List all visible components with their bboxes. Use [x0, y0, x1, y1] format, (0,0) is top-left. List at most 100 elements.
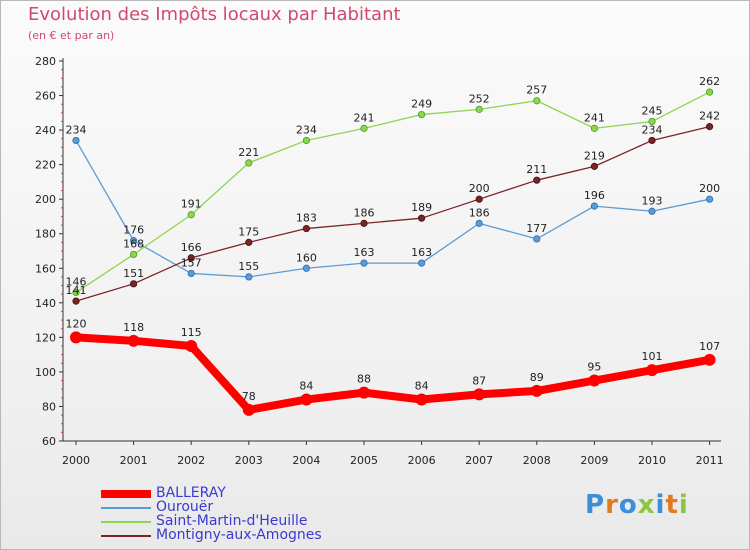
y-tick-label: 260: [35, 90, 56, 103]
data-point-montigny-aux-amognes: [72, 297, 80, 305]
data-point-montigny-aux-amognes: [475, 195, 483, 203]
data-label-saint-martin-d-heuille: 168: [123, 237, 144, 250]
logo-letter: t: [665, 490, 679, 520]
data-point-saint-martin-d-heuille: [590, 124, 599, 132]
data-label-ourou-r: 177: [526, 222, 547, 235]
logo-letter: o: [618, 490, 638, 520]
data-point-balleray: [127, 334, 140, 347]
data-label-ourou-r: 234: [66, 123, 87, 136]
proxiti-logo: Proxiti: [585, 490, 689, 520]
y-tick-label: 180: [35, 228, 56, 241]
data-label-ourou-r: 155: [238, 260, 259, 273]
data-point-ourou-r: [648, 207, 656, 215]
legend-label: Montigny-aux-Amognes: [156, 527, 322, 543]
y-tick-label: 80: [42, 400, 56, 413]
data-label-ourou-r: 186: [469, 206, 490, 219]
legend-swatch: [101, 521, 151, 523]
data-label-montigny-aux-amognes: 186: [354, 206, 375, 219]
data-label-balleray: 101: [642, 350, 663, 363]
data-point-balleray: [300, 393, 313, 406]
data-point-saint-martin-d-heuille: [475, 105, 483, 113]
data-label-montigny-aux-amognes: 234: [642, 123, 663, 136]
chart-title: Evolution des Impôts locaux par Habitant: [28, 4, 401, 25]
data-label-montigny-aux-amognes: 200: [469, 182, 490, 195]
data-label-ourou-r: 176: [123, 224, 144, 237]
series-layer: [70, 88, 716, 416]
data-point-ourou-r: [533, 235, 541, 243]
data-label-saint-martin-d-heuille: 191: [181, 198, 202, 211]
data-label-balleray: 87: [472, 374, 486, 387]
y-tick-label: 160: [35, 262, 56, 275]
x-tick-label: 2003: [235, 454, 263, 467]
y-tick-label: 60: [42, 435, 56, 448]
x-tick-label: 2011: [696, 454, 724, 467]
y-tick-label: 240: [35, 124, 56, 137]
data-label-balleray: 95: [587, 361, 601, 374]
data-point-montigny-aux-amognes: [533, 176, 541, 184]
x-tick-label: 2009: [580, 454, 608, 467]
series-line-balleray: [72, 333, 714, 414]
data-point-saint-martin-d-heuille: [705, 88, 714, 96]
data-label-saint-martin-d-heuille: 257: [526, 84, 547, 97]
y-tick-label: 200: [35, 193, 56, 206]
y-tick-label: 220: [35, 159, 56, 172]
legend-label: Ourouër: [156, 499, 214, 515]
x-tick-label: 2001: [120, 454, 148, 467]
data-label-saint-martin-d-heuille: 234: [296, 123, 317, 136]
data-label-balleray: 78: [242, 390, 256, 403]
data-label-balleray: 88: [357, 373, 371, 386]
data-point-balleray: [358, 386, 370, 399]
data-point-montigny-aux-amognes: [648, 136, 656, 145]
data-point-saint-martin-d-heuille: [245, 159, 253, 167]
data-point-ourou-r: [360, 259, 368, 267]
logo-letter: x: [637, 490, 656, 520]
data-label-montigny-aux-amognes: 151: [123, 267, 144, 280]
data-label-saint-martin-d-heuille: 146: [66, 275, 87, 288]
data-label-balleray: 118: [123, 321, 144, 334]
x-tick-label: 2005: [350, 454, 378, 467]
data-label-balleray: 84: [415, 380, 429, 393]
logo-letter: i: [678, 490, 689, 520]
data-point-saint-martin-d-heuille: [130, 250, 138, 259]
data-label-montigny-aux-amognes: 219: [584, 149, 605, 162]
x-tick-label: 2008: [523, 454, 551, 467]
y-tick-label: 280: [35, 55, 56, 68]
data-point-saint-martin-d-heuille: [648, 117, 656, 126]
y-tick-label: 100: [35, 366, 56, 379]
legend-swatch: [101, 490, 151, 498]
data-point-ourou-r: [705, 195, 714, 203]
data-point-montigny-aux-amognes: [130, 280, 138, 288]
data-label-ourou-r: 163: [354, 246, 375, 259]
data-point-montigny-aux-amognes: [705, 123, 714, 131]
data-point-montigny-aux-amognes: [187, 254, 195, 262]
legend-label: Saint-Martin-d'Heuille: [156, 513, 308, 529]
data-label-ourou-r: 163: [411, 246, 432, 259]
x-tick-label: 2002: [177, 454, 205, 467]
axes: 60 80 100 120 140 160 180 200 220 240 260 280 2000 20…: [35, 55, 724, 467]
data-label-montigny-aux-amognes: 175: [238, 225, 259, 238]
data-point-ourou-r: [302, 264, 310, 272]
data-label-balleray: 107: [699, 340, 720, 353]
data-point-saint-martin-d-heuille: [302, 136, 310, 145]
data-point-balleray: [185, 340, 198, 352]
data-label-ourou-r: 157: [181, 256, 202, 269]
data-point-ourou-r: [187, 269, 195, 278]
data-point-balleray: [242, 403, 255, 416]
data-point-montigny-aux-amognes: [417, 214, 426, 222]
data-point-balleray: [703, 353, 716, 366]
data-label-ourou-r: 160: [296, 251, 317, 264]
data-point-ourou-r: [72, 136, 80, 145]
legend-swatch: [101, 507, 151, 509]
data-point-ourou-r: [417, 259, 426, 267]
data-point-balleray: [646, 364, 658, 377]
series-line-saint-martin-d-heuille: [75, 91, 711, 294]
data-label-montigny-aux-amognes: 189: [411, 201, 432, 214]
y-tick-label: 140: [35, 297, 56, 310]
data-point-ourou-r: [590, 202, 599, 210]
data-label-saint-martin-d-heuille: 249: [411, 98, 432, 111]
series-line-montigny-aux-amognes: [75, 125, 711, 302]
legend-swatch: [101, 535, 151, 537]
